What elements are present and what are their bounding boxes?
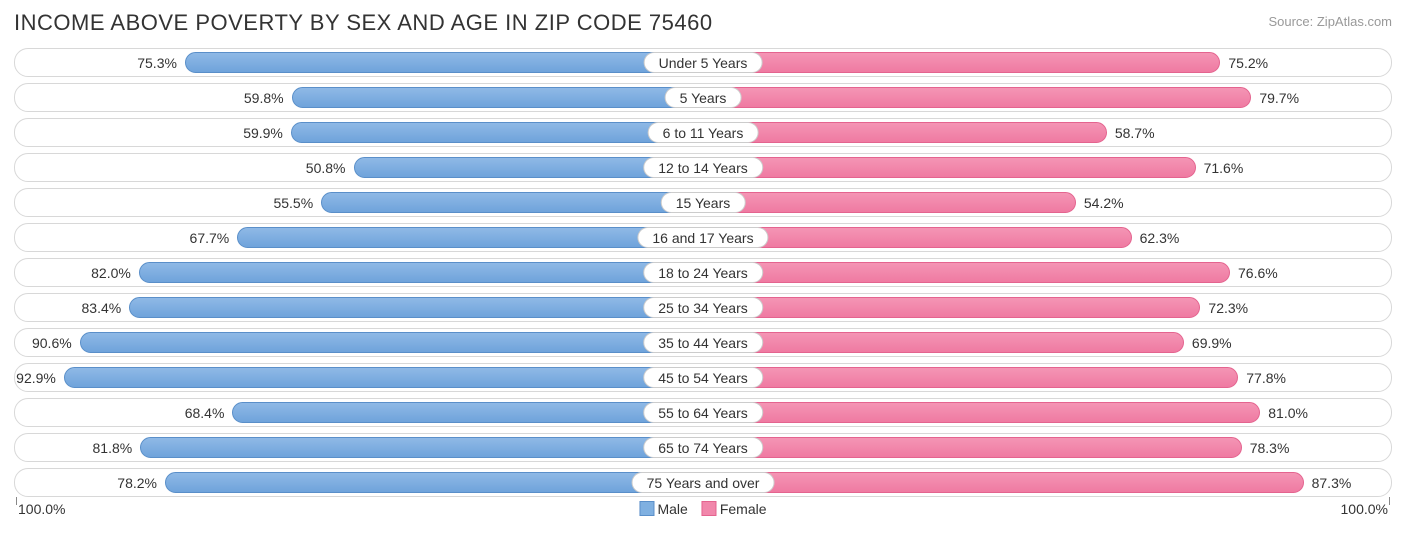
male-value-label: 82.0% — [91, 259, 131, 286]
table-row: 59.9% 58.7% 6 to 11 Years — [14, 118, 1392, 147]
female-value-label: 62.3% — [1140, 224, 1180, 251]
category-label: 25 to 34 Years — [643, 297, 763, 318]
male-value-label: 83.4% — [82, 294, 122, 321]
female-bar — [703, 192, 1076, 213]
male-value-label: 50.8% — [306, 154, 346, 181]
female-bar — [703, 437, 1242, 458]
female-value-label: 81.0% — [1268, 399, 1308, 426]
category-label: 15 Years — [661, 192, 746, 213]
male-bar — [291, 122, 703, 143]
male-value-label: 59.8% — [244, 84, 284, 111]
category-label: 12 to 14 Years — [643, 157, 763, 178]
male-bar — [64, 367, 703, 388]
male-bar — [185, 52, 703, 73]
female-bar — [703, 402, 1260, 423]
female-value-label: 77.8% — [1246, 364, 1286, 391]
table-row: 50.8% 71.6% 12 to 14 Years — [14, 153, 1392, 182]
female-bar — [703, 52, 1220, 73]
female-bar — [703, 262, 1230, 283]
female-bar — [703, 472, 1304, 493]
female-value-label: 75.2% — [1228, 49, 1268, 76]
female-swatch-icon — [702, 501, 717, 516]
legend-male-label: Male — [657, 501, 687, 517]
female-bar — [703, 297, 1200, 318]
legend-female-label: Female — [720, 501, 767, 517]
legend-item-female: Female — [702, 501, 767, 517]
female-value-label: 76.6% — [1238, 259, 1278, 286]
axis-label-left: 100.0% — [18, 501, 65, 517]
male-value-label: 75.3% — [137, 49, 177, 76]
male-swatch-icon — [639, 501, 654, 516]
female-value-label: 87.3% — [1312, 469, 1352, 496]
chart-title: INCOME ABOVE POVERTY BY SEX AND AGE IN Z… — [14, 10, 713, 36]
female-value-label: 71.6% — [1204, 154, 1244, 181]
legend: Male Female — [639, 501, 766, 517]
female-value-label: 58.7% — [1115, 119, 1155, 146]
female-bar — [703, 87, 1251, 108]
table-row: 92.9% 77.8% 45 to 54 Years — [14, 363, 1392, 392]
axis-tick — [16, 497, 17, 505]
category-label: 16 and 17 Years — [637, 227, 768, 248]
axis-tick — [1389, 497, 1390, 505]
table-row: 67.7% 62.3% 16 and 17 Years — [14, 223, 1392, 252]
male-bar — [165, 472, 703, 493]
table-row: 55.5% 54.2% 15 Years — [14, 188, 1392, 217]
male-bar — [321, 192, 703, 213]
table-row: 82.0% 76.6% 18 to 24 Years — [14, 258, 1392, 287]
male-value-label: 67.7% — [190, 224, 230, 251]
male-bar — [129, 297, 703, 318]
source-attribution: Source: ZipAtlas.com — [1268, 10, 1392, 29]
table-row: 90.6% 69.9% 35 to 44 Years — [14, 328, 1392, 357]
male-bar — [237, 227, 703, 248]
male-bar — [139, 262, 703, 283]
category-label: 75 Years and over — [632, 472, 775, 493]
category-label: Under 5 Years — [644, 52, 763, 73]
female-value-label: 69.9% — [1192, 329, 1232, 356]
female-bar — [703, 332, 1184, 353]
female-value-label: 54.2% — [1084, 189, 1124, 216]
legend-item-male: Male — [639, 501, 687, 517]
male-value-label: 90.6% — [32, 329, 72, 356]
female-bar — [703, 122, 1107, 143]
category-label: 18 to 24 Years — [643, 262, 763, 283]
category-label: 65 to 74 Years — [643, 437, 763, 458]
category-label: 45 to 54 Years — [643, 367, 763, 388]
table-row: 78.2% 87.3% 75 Years and over — [14, 468, 1392, 497]
chart-header: INCOME ABOVE POVERTY BY SEX AND AGE IN Z… — [14, 10, 1392, 36]
male-bar — [80, 332, 703, 353]
male-bar — [140, 437, 703, 458]
axis-label-right: 100.0% — [1341, 501, 1388, 517]
female-value-label: 79.7% — [1259, 84, 1299, 111]
male-bar — [292, 87, 703, 108]
category-label: 6 to 11 Years — [648, 122, 759, 143]
table-row: 75.3% 75.2% Under 5 Years — [14, 48, 1392, 77]
male-value-label: 92.9% — [16, 364, 56, 391]
male-value-label: 78.2% — [117, 469, 157, 496]
male-bar — [232, 402, 703, 423]
table-row: 83.4% 72.3% 25 to 34 Years — [14, 293, 1392, 322]
table-row: 81.8% 78.3% 65 to 74 Years — [14, 433, 1392, 462]
category-label: 5 Years — [665, 87, 742, 108]
female-bar — [703, 157, 1196, 178]
female-value-label: 78.3% — [1250, 434, 1290, 461]
diverging-bar-chart: 75.3% 75.2% Under 5 Years 59.8% 79.7% 5 Years… — [14, 48, 1392, 497]
category-label: 35 to 44 Years — [643, 332, 763, 353]
table-row: 59.8% 79.7% 5 Years — [14, 83, 1392, 112]
male-value-label: 55.5% — [273, 189, 313, 216]
female-value-label: 72.3% — [1208, 294, 1248, 321]
male-value-label: 59.9% — [243, 119, 283, 146]
male-value-label: 68.4% — [185, 399, 225, 426]
male-value-label: 81.8% — [93, 434, 133, 461]
category-label: 55 to 64 Years — [643, 402, 763, 423]
female-bar — [703, 367, 1238, 388]
table-row: 68.4% 81.0% 55 to 64 Years — [14, 398, 1392, 427]
x-axis: 100.0% 100.0% Male Female — [14, 501, 1392, 523]
